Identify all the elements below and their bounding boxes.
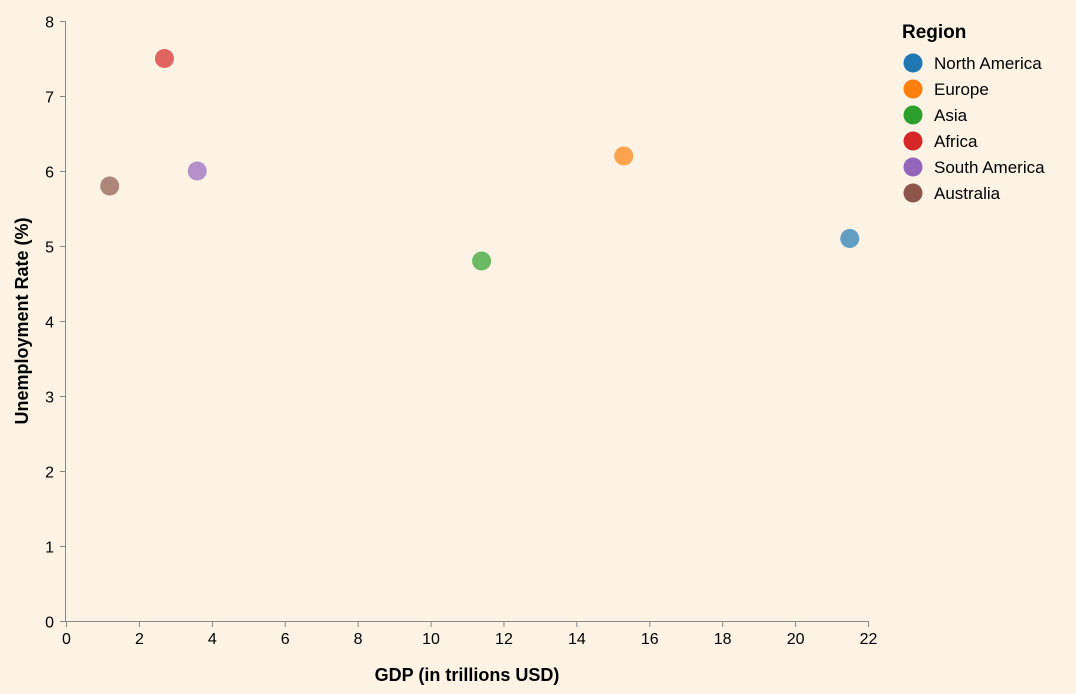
legend-swatch <box>903 157 923 177</box>
x-tick-label: 0 <box>62 631 71 648</box>
x-tick-label: 6 <box>281 631 290 648</box>
data-point[interactable] <box>187 161 207 181</box>
data-point[interactable] <box>100 176 120 196</box>
y-tick-label: 0 <box>45 615 54 632</box>
x-tick-label: 10 <box>422 631 440 648</box>
x-tick-label: 16 <box>641 631 659 648</box>
y-tick-label: 4 <box>45 315 54 332</box>
x-tick-label: 20 <box>787 631 805 648</box>
legend-label: Europe <box>934 80 989 99</box>
x-tick-label: 8 <box>354 631 363 648</box>
data-point[interactable] <box>472 251 492 271</box>
legend: Region North America Europe Asia Africa Sout… <box>902 22 1045 203</box>
legend-label: South America <box>934 158 1045 177</box>
legend-swatch <box>903 105 923 125</box>
legend-item: Australia <box>903 183 1001 203</box>
x-tick-label: 18 <box>714 631 732 648</box>
y-tick-label: 7 <box>45 90 54 107</box>
legend-item: Africa <box>903 131 978 151</box>
legend-swatch <box>903 183 923 203</box>
legend-item: North America <box>903 53 1042 73</box>
y-axis-title: Unemployment Rate (%) <box>12 217 32 424</box>
data-point[interactable] <box>154 49 174 68</box>
legend-swatch <box>903 131 923 151</box>
y-axis-ticks: 0 1 2 3 4 5 6 7 8 <box>45 15 66 632</box>
x-tick-label: 22 <box>860 631 878 648</box>
legend-label: Asia <box>934 106 968 125</box>
x-axis-title: GDP (in trillions USD) <box>375 665 560 685</box>
data-point[interactable] <box>840 229 860 248</box>
legend-label: Africa <box>934 132 978 151</box>
y-tick-label: 1 <box>45 540 54 557</box>
y-tick-label: 3 <box>45 390 54 407</box>
legend-item: South America <box>903 157 1045 177</box>
x-tick-label: 12 <box>495 631 513 648</box>
legend-label: Australia <box>934 184 1001 203</box>
legend-item: Europe <box>903 79 989 99</box>
y-tick-label: 6 <box>45 165 54 182</box>
x-tick-label: 2 <box>135 631 144 648</box>
x-tick-label: 14 <box>568 631 586 648</box>
legend-items: North America Europe Asia Africa South Ameri… <box>903 53 1045 203</box>
y-tick-label: 5 <box>45 240 54 257</box>
x-axis-ticks: 0 2 4 6 8 10 12 14 16 18 20 22 <box>62 621 878 648</box>
legend-item: Asia <box>903 105 968 125</box>
y-tick-label: 8 <box>45 15 54 32</box>
legend-title: Region <box>902 22 966 43</box>
legend-swatch <box>903 79 923 99</box>
legend-label: North America <box>934 54 1042 73</box>
legend-swatch <box>903 53 923 73</box>
plot-area <box>100 49 860 271</box>
data-point[interactable] <box>614 146 634 166</box>
x-tick-label: 4 <box>208 631 217 648</box>
y-tick-label: 2 <box>45 465 54 482</box>
